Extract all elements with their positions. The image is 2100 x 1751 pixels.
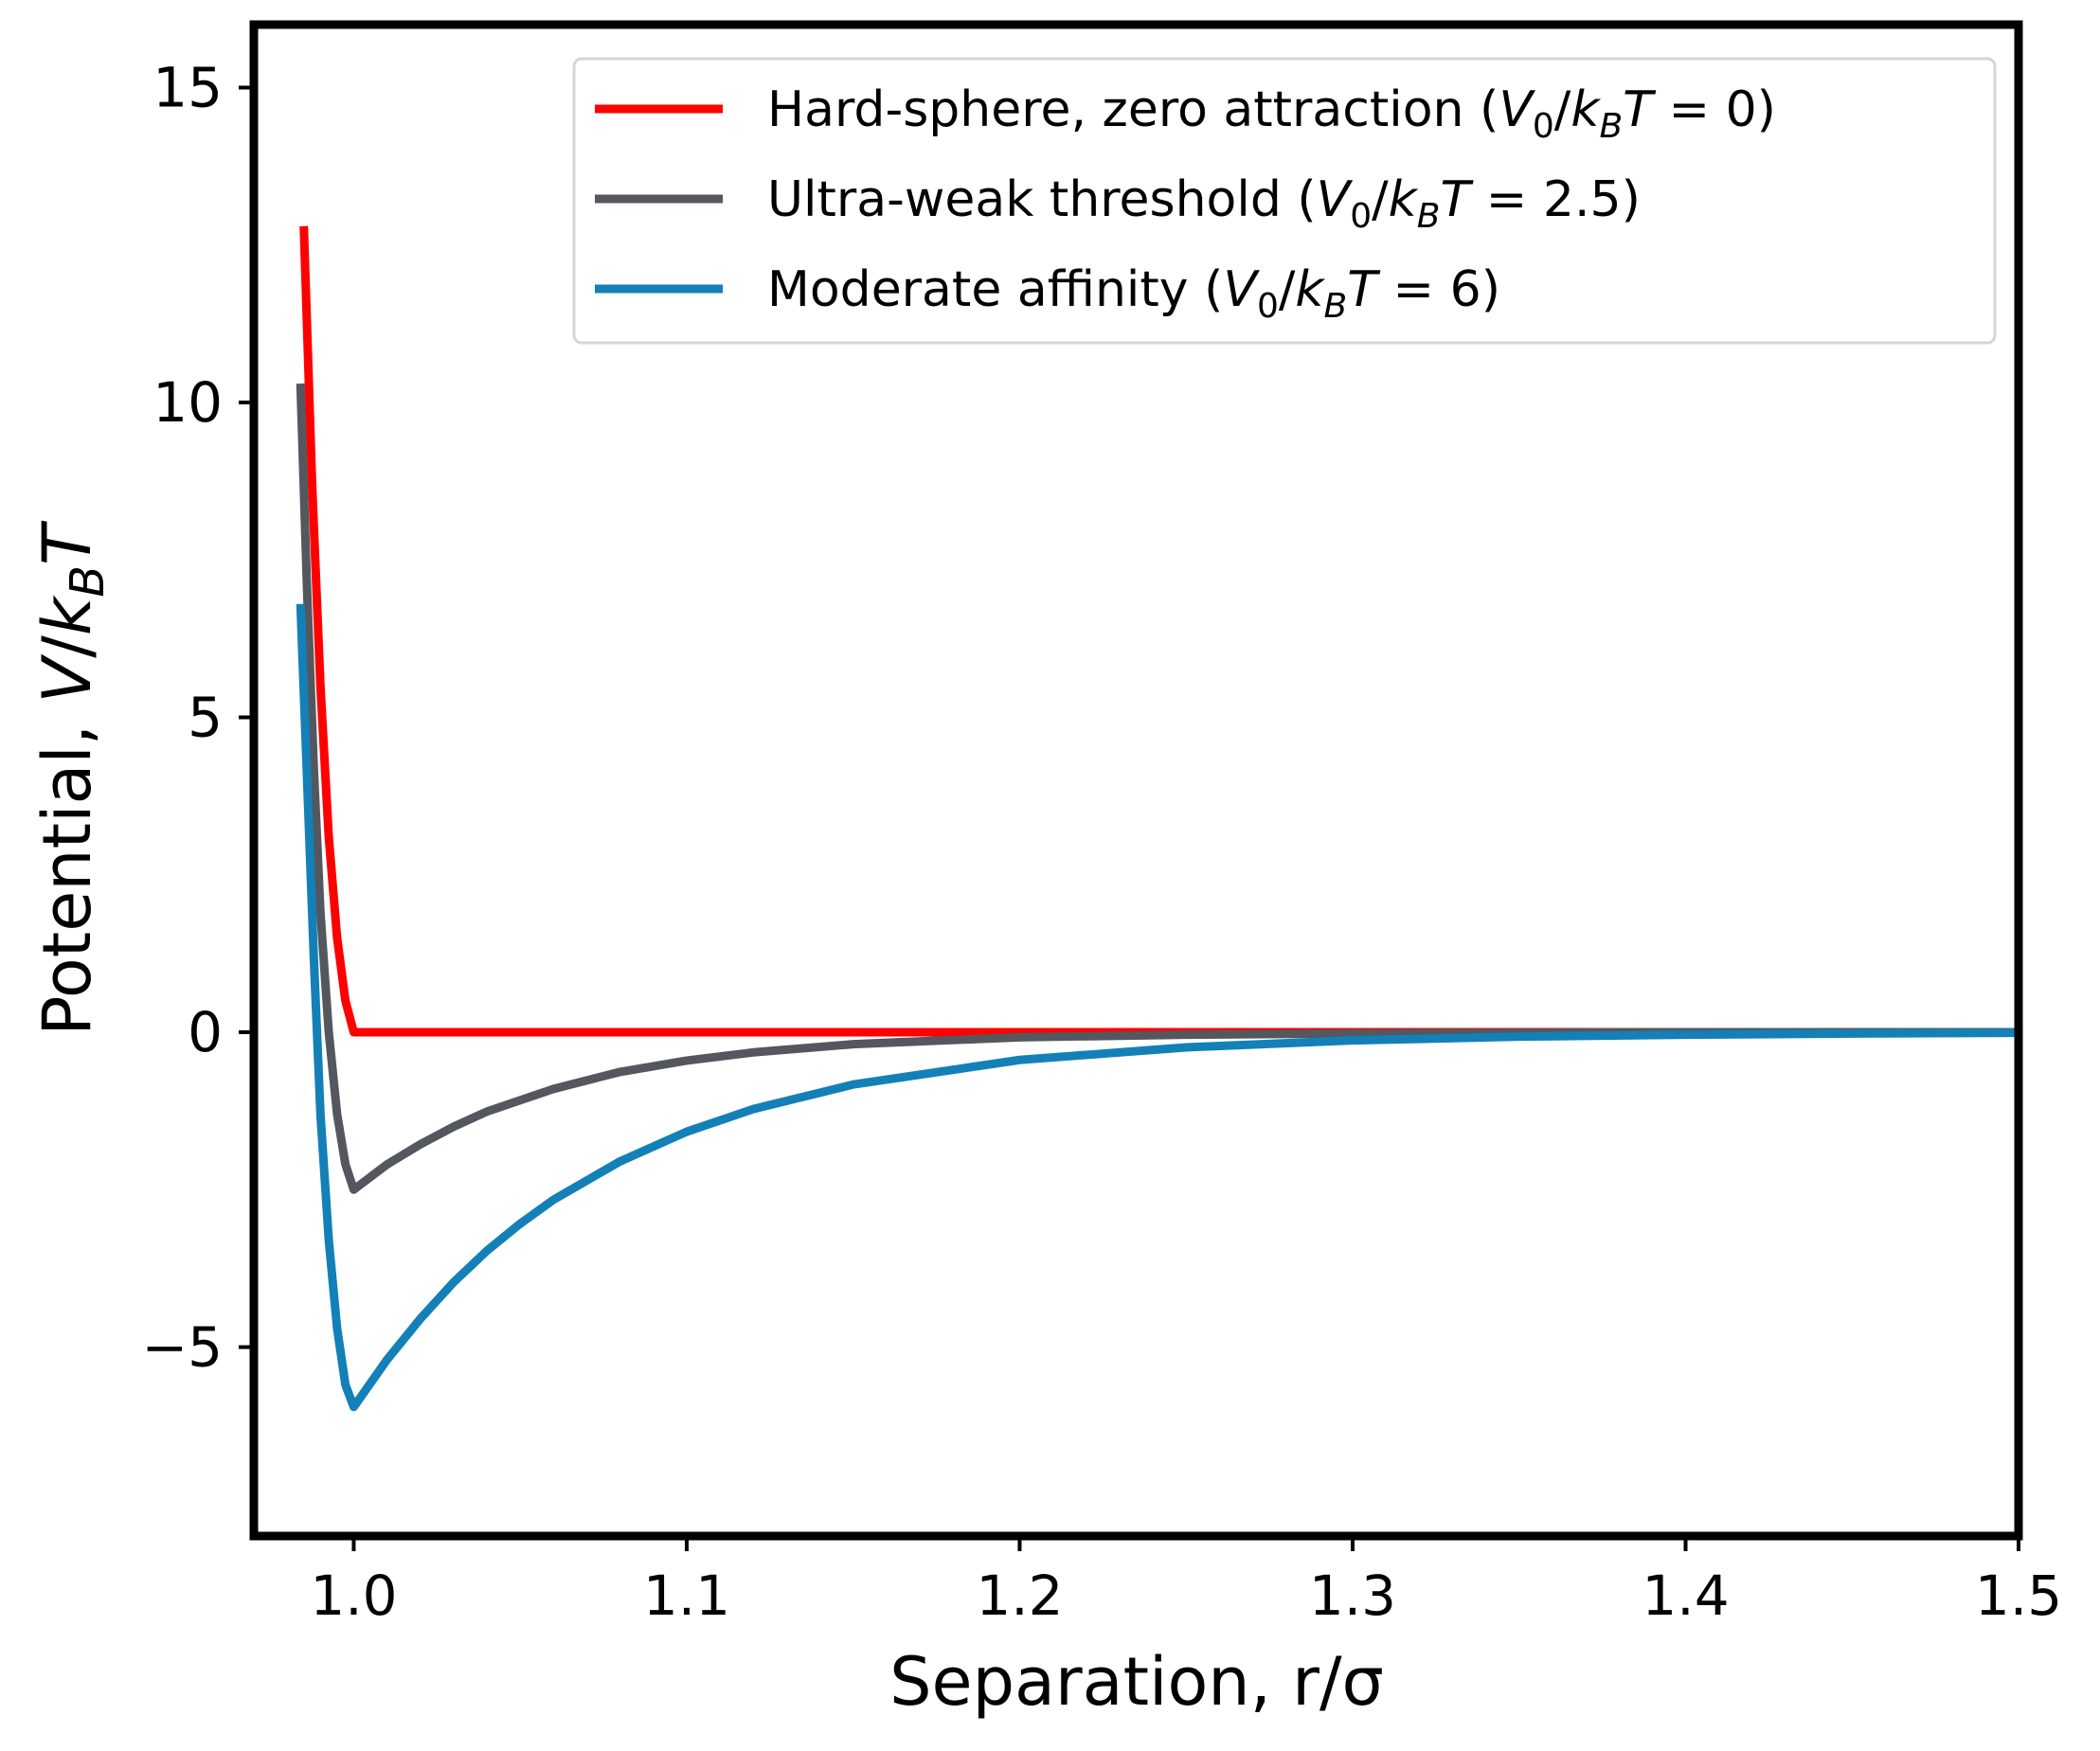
legend-close-paren: ) xyxy=(1622,171,1641,228)
legend-label-2: Ultra-weak threshold (V0/kBT = 2.5) xyxy=(767,171,1641,236)
legend-symbol-v: V xyxy=(1317,171,1354,228)
legend-symbol-t: T xyxy=(1441,171,1475,228)
legend-equals: = xyxy=(1377,261,1450,318)
legend-close-paren: ) xyxy=(1481,261,1500,318)
series-line-3 xyxy=(296,603,2019,1412)
series-line-1 xyxy=(299,225,2019,1037)
legend-symbol-t: T xyxy=(1623,81,1657,138)
legend-value: 0 xyxy=(1726,81,1757,138)
y-tick-label-3: 5 xyxy=(188,686,223,750)
series-line-2 xyxy=(296,383,2019,1194)
legend-label-main: Hard-sphere, zero attraction ( xyxy=(767,81,1499,138)
legend-value: 6 xyxy=(1450,261,1481,318)
y-axis-title-v: V xyxy=(28,654,106,704)
legend-entries: Hard-sphere, zero attraction (V0/kBT = 0… xyxy=(595,81,1776,326)
y-axis-title-prefix: Potential, xyxy=(28,704,106,1036)
y-tick-label-5: 15 xyxy=(153,56,223,120)
x-tick-label-1: 1.0 xyxy=(310,1563,397,1628)
legend-symbol-subscript-0: 0 xyxy=(1257,287,1279,326)
legend-symbol-k: k xyxy=(1571,81,1601,138)
legend-symbol-subscript-b: B xyxy=(1599,107,1623,146)
legend: Hard-sphere, zero attraction (V0/kBT = 0… xyxy=(572,57,1997,345)
legend-symbol-subscript-0: 0 xyxy=(1350,197,1372,236)
tick-layer: 1.0 1.1 1.2 1.3 1.4 1.5 −5 0 5 10 15 xyxy=(142,56,2063,1629)
legend-slash: / xyxy=(1372,171,1389,228)
legend-label-main: Moderate affinity ( xyxy=(767,261,1223,318)
x-tick-label-2: 1.1 xyxy=(643,1563,730,1628)
legend-slash: / xyxy=(1554,81,1571,138)
x-tick-label-3: 1.2 xyxy=(976,1563,1063,1628)
series-layer xyxy=(296,225,2019,1412)
y-axis-title-subscript: B xyxy=(61,565,115,598)
y-tick-label-2: 0 xyxy=(188,1000,223,1064)
legend-symbol-k: k xyxy=(1389,171,1419,228)
legend-symbol-k: k xyxy=(1295,261,1325,318)
x-tick-label-5: 1.4 xyxy=(1642,1563,1729,1628)
legend-symbol-v: V xyxy=(1499,81,1535,138)
legend-close-paren: ) xyxy=(1757,81,1776,138)
legend-label-main: Ultra-weak threshold ( xyxy=(767,171,1317,228)
legend-symbol-v: V xyxy=(1223,261,1260,318)
y-axis-title-k: k xyxy=(28,595,106,635)
legend-label-3: Moderate affinity (V0/kBT = 6) xyxy=(767,261,1500,326)
legend-label-1: Hard-sphere, zero attraction (V0/kBT = 0… xyxy=(767,81,1776,146)
legend-symbol-subscript-0: 0 xyxy=(1533,107,1554,146)
legend-value: 2.5 xyxy=(1543,171,1622,228)
legend-symbol-t: T xyxy=(1347,261,1381,318)
legend-symbol-subscript-b: B xyxy=(1324,287,1348,326)
legend-box xyxy=(572,57,1997,345)
y-tick-label-1: −5 xyxy=(142,1315,224,1380)
x-axis-title: Separation, r/σ xyxy=(889,1643,1384,1721)
legend-equals: = xyxy=(1653,81,1726,138)
x-tick-label-4: 1.3 xyxy=(1309,1563,1396,1628)
plot-frame xyxy=(249,20,2023,1541)
y-axis-title-slash: / xyxy=(28,635,106,658)
y-axis-title: Potential, V/kBT xyxy=(28,520,115,1036)
legend-symbol-subscript-b: B xyxy=(1417,197,1441,236)
y-axis-title-t: T xyxy=(28,520,106,565)
legend-slash: / xyxy=(1279,261,1296,318)
legend-equals: = xyxy=(1470,171,1543,228)
y-tick-label-4: 10 xyxy=(153,370,223,435)
x-tick-label-6: 1.5 xyxy=(1975,1563,2062,1628)
